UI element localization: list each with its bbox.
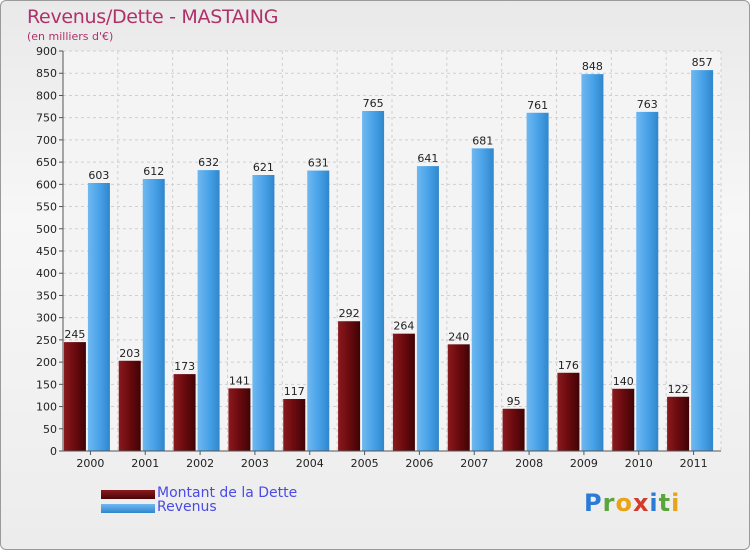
bar-dette (557, 372, 580, 451)
legend-swatch-revenus (101, 504, 155, 513)
y-tick-label: 900 (36, 45, 57, 58)
data-label-dette: 173 (174, 360, 195, 373)
x-tick-label: 2005 (351, 457, 379, 470)
y-tick-label: 750 (36, 112, 57, 125)
x-tick-label: 2004 (296, 457, 324, 470)
logo-letter: o (615, 489, 633, 517)
y-tick-label: 250 (36, 334, 57, 347)
x-tick-label: 2009 (570, 457, 598, 470)
bar-dette (667, 396, 690, 451)
x-tick-label: 2000 (76, 457, 104, 470)
data-label-revenus: 761 (527, 99, 548, 112)
bar-dette (173, 374, 196, 451)
bar-revenus (636, 111, 659, 451)
logo-letter: P (584, 489, 603, 517)
y-tick-label: 800 (36, 89, 57, 102)
bar-dette (228, 388, 251, 451)
bar-revenus (471, 148, 494, 452)
bar-dette (283, 399, 306, 451)
data-label-dette: 117 (284, 385, 305, 398)
x-tick-label: 2008 (515, 457, 543, 470)
data-label-dette: 292 (339, 307, 360, 320)
bar-dette (447, 344, 470, 451)
bar-dette (502, 408, 525, 451)
legend-label-dette: Montant de la Dette (157, 485, 298, 501)
bar-dette (338, 321, 361, 451)
data-label-revenus: 612 (143, 165, 164, 178)
x-tick-label: 2006 (405, 457, 433, 470)
x-tick-label: 2002 (186, 457, 214, 470)
x-tick-label: 2007 (460, 457, 488, 470)
data-label-dette: 240 (448, 330, 469, 343)
data-label-revenus: 641 (417, 152, 438, 165)
data-label-revenus: 621 (253, 161, 274, 174)
data-label-revenus: 631 (308, 157, 329, 170)
legend-item-dette: Montant de la Dette (101, 485, 361, 501)
legend-label-revenus: Revenus (157, 499, 217, 515)
x-tick-label: 2001 (131, 457, 159, 470)
data-label-revenus: 632 (198, 156, 219, 169)
y-tick-label: 150 (36, 378, 57, 391)
bar-revenus (252, 175, 275, 451)
y-tick-label: 600 (36, 178, 57, 191)
logo-letter: i (649, 489, 659, 517)
x-tick-label: 2010 (625, 457, 653, 470)
data-label-dette: 176 (558, 359, 579, 372)
legend-swatch-dette (101, 490, 155, 499)
data-label-revenus: 681 (472, 134, 493, 147)
bar-revenus (197, 170, 220, 451)
data-label-dette: 141 (229, 374, 250, 387)
bar-revenus (362, 111, 385, 451)
bar-dette (392, 333, 415, 451)
y-tick-label: 200 (36, 356, 57, 369)
bar-revenus (142, 179, 165, 451)
y-tick-label: 300 (36, 312, 57, 325)
y-tick-label: 500 (36, 223, 57, 236)
data-label-dette: 203 (119, 347, 140, 360)
bar-dette (612, 388, 635, 451)
y-tick-label: 50 (43, 423, 57, 436)
data-label-dette: 95 (507, 395, 521, 408)
bar-revenus (581, 74, 604, 451)
bar-dette (118, 360, 141, 451)
y-tick-label: 450 (36, 245, 57, 258)
bar-revenus (526, 112, 549, 452)
y-tick-label: 0 (50, 445, 57, 458)
logo-letter: i (671, 489, 681, 517)
data-label-revenus: 765 (363, 97, 384, 110)
y-tick-label: 350 (36, 289, 57, 302)
y-tick-label: 700 (36, 134, 57, 147)
y-tick-label: 100 (36, 401, 57, 414)
bar-revenus (416, 166, 439, 451)
data-label-revenus: 603 (88, 169, 109, 182)
bar-revenus (691, 70, 714, 451)
data-label-dette: 264 (393, 320, 414, 333)
bar-dette (63, 342, 86, 451)
legend-item-revenus: Revenus (101, 499, 361, 515)
logo-letter: x (632, 489, 650, 517)
y-tick-label: 400 (36, 267, 57, 280)
y-tick-label: 650 (36, 156, 57, 169)
logo-letter: t (658, 489, 672, 517)
y-tick-label: 850 (36, 67, 57, 80)
data-label-revenus: 763 (637, 98, 658, 111)
bar-revenus (87, 183, 110, 451)
data-label-revenus: 857 (692, 56, 713, 69)
y-tick-label: 550 (36, 201, 57, 214)
bar-revenus (307, 170, 330, 452)
chart-title: Revenus/Dette - MASTAING (27, 6, 279, 28)
x-tick-label: 2011 (680, 457, 708, 470)
proxiti-logo: Proxiti (584, 489, 680, 517)
x-tick-label: 2003 (241, 457, 269, 470)
logo-letter: r (602, 489, 616, 517)
data-label-dette: 140 (613, 375, 634, 388)
chart-subtitle: (en milliers d'€) (27, 30, 114, 43)
data-label-revenus: 848 (582, 60, 603, 73)
data-label-dette: 245 (64, 328, 85, 341)
data-label-dette: 122 (668, 383, 689, 396)
